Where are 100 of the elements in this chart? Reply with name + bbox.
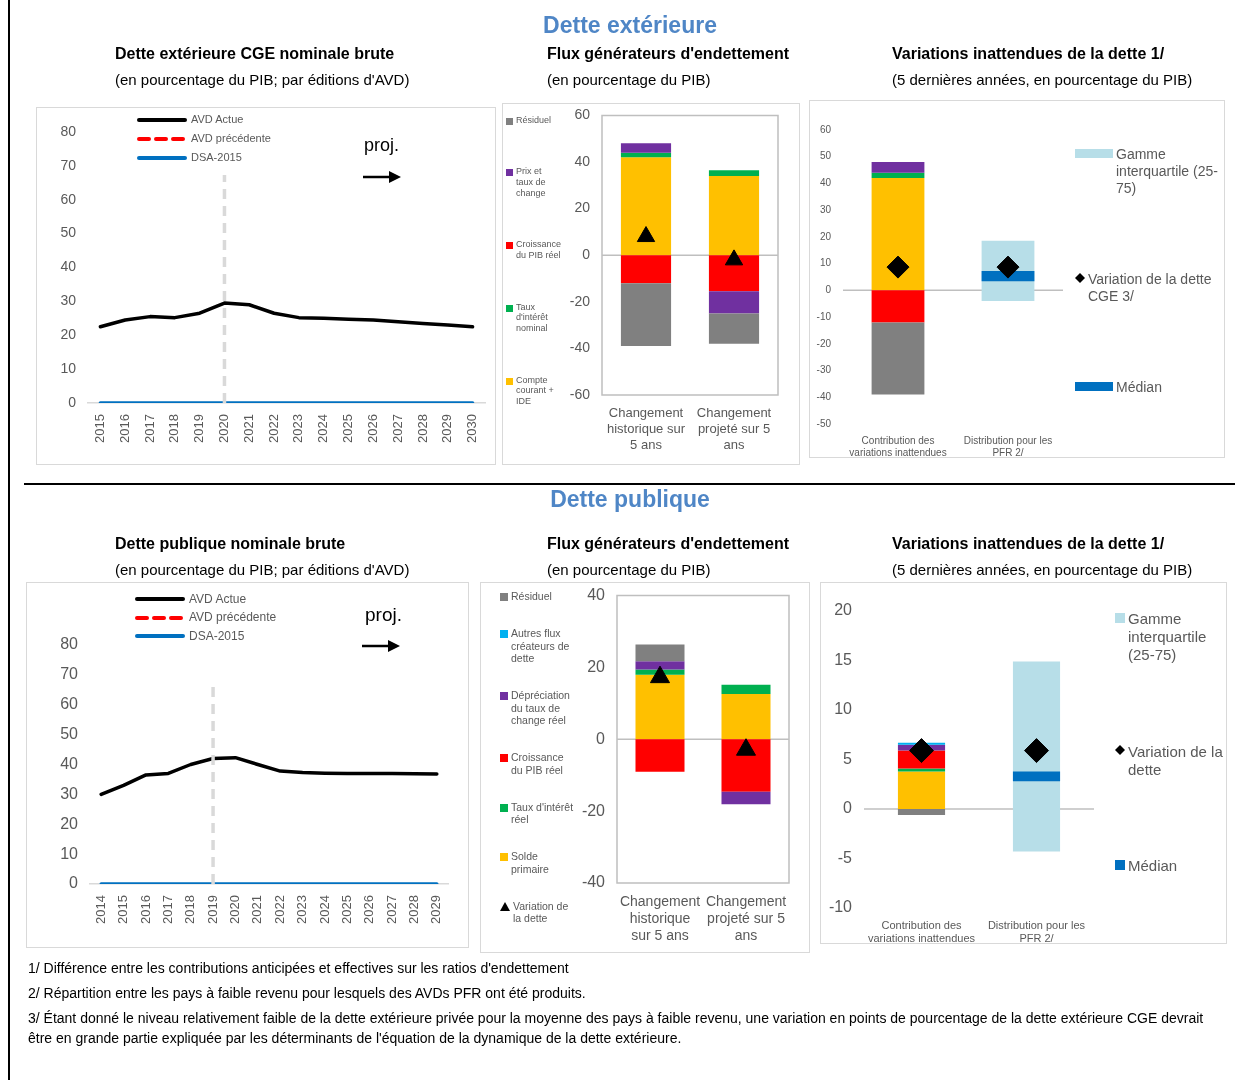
y-tick-label: 0	[69, 874, 79, 892]
bar	[708, 175, 760, 256]
legend-label: Médian	[1128, 857, 1178, 875]
x-tick-label: 2027	[383, 895, 399, 924]
chart-subtitle: (en pourcentage du PIB; par éditions d'AVD)	[115, 71, 410, 88]
x-tick-label: 2025	[338, 895, 354, 924]
y-tick-label: 40	[587, 586, 606, 604]
x-tick-label: Changement projeté sur 5 ans	[705, 893, 787, 943]
legend-label: Résiduel	[511, 590, 552, 603]
annotation: proj.	[364, 135, 400, 156]
y-tick-label: 60	[819, 123, 832, 135]
y-tick-label: 20	[834, 601, 853, 619]
y-tick-label: 50	[60, 224, 77, 241]
x-tick-label: 2017	[159, 895, 175, 924]
text: 1/ Différence entre les contributions anticipées et effectives sur les ratios d'endettement	[28, 959, 570, 978]
y-tick-label: -40	[581, 873, 606, 891]
x-tick-label: 2024	[315, 414, 331, 443]
y-tick-label: 20	[819, 230, 832, 242]
x-tick-label: Distribution pour les PFR 2/	[987, 918, 1086, 944]
y-tick-label: 60	[574, 106, 591, 123]
legend-label: AVD Actue	[189, 592, 247, 607]
y-tick-label: 10	[60, 844, 79, 862]
y-tick-label: 10	[819, 257, 832, 269]
x-tick-label: 2016	[137, 895, 153, 924]
y-tick-label: 20	[574, 199, 591, 216]
legend-label: Taux d'intérêt nominal	[516, 301, 549, 334]
y-tick-label: 60	[60, 695, 79, 713]
y-tick-label: 40	[60, 258, 77, 275]
legend-label: Variation de la dette	[513, 899, 570, 925]
x-tick-label: 2017	[141, 414, 157, 443]
legend-label: Compte courant + IDE	[516, 374, 555, 407]
chart-subtitle: (en pourcentage du PIB)	[547, 71, 711, 88]
chart-title: Dette extérieure CGE nominale brute	[115, 45, 395, 63]
x-tick-label: 2016	[116, 414, 132, 443]
x-tick-label: 2023	[294, 895, 310, 924]
x-tick-label: 2018	[182, 895, 198, 924]
x-tick-label: 2024	[316, 895, 332, 924]
y-tick-label: -60	[569, 385, 591, 402]
x-tick-label: 2021	[240, 414, 256, 443]
x-tick-label: 2029	[439, 414, 455, 443]
legend-label: Gamme interquartile (25-75)	[1116, 146, 1219, 197]
x-tick-label: Changement projeté sur 5 ans	[696, 405, 772, 452]
y-tick-label: 70	[60, 156, 77, 173]
y-tick-label: -50	[816, 417, 832, 429]
x-tick-label: 2015	[115, 895, 131, 924]
text: proj.	[365, 604, 402, 626]
text: Dette extérieure	[543, 12, 717, 39]
legend-label: Médian	[1116, 379, 1162, 396]
legend-label: Croissance du PIB réel	[511, 751, 565, 777]
y-tick-label: 70	[60, 665, 79, 683]
bar	[708, 291, 760, 314]
x-tick-label: Distribution pour les PFR 2/	[963, 434, 1053, 458]
y-tick-label: 80	[60, 122, 77, 139]
bar	[620, 255, 672, 284]
bar	[635, 644, 685, 662]
y-tick-label: -10	[816, 310, 832, 322]
y-tick-label: 30	[60, 292, 77, 309]
x-tick-label: 2026	[364, 414, 380, 443]
legend-label: DSA-2015	[189, 628, 245, 644]
y-tick-label: 0	[825, 284, 832, 296]
legend-label: DSA-2015	[191, 151, 242, 165]
x-tick-label: 2028	[414, 414, 430, 443]
x-tick-label: 2022	[271, 895, 287, 924]
x-tick-label: 2018	[166, 414, 182, 443]
text: Dette publique	[550, 486, 710, 513]
y-tick-label: 20	[587, 657, 606, 675]
x-tick-label: Contribution des variations inattendues	[849, 434, 947, 458]
x-tick-label: Changement historique sur 5 ans	[606, 405, 686, 452]
legend-label: AVD précédente	[191, 132, 271, 146]
y-tick-label: 40	[574, 152, 591, 169]
legend-label: Croissance du PIB réel	[516, 239, 562, 261]
x-tick-label: 2028	[406, 895, 422, 924]
bar	[721, 684, 771, 695]
chart-title: Flux générateurs d'endettement	[547, 535, 790, 553]
y-tick-label: -40	[569, 339, 591, 356]
chart-title: Flux générateurs d'endettement	[547, 45, 790, 63]
bar	[635, 739, 685, 772]
y-tick-label: 20	[60, 326, 77, 343]
y-tick-label: 50	[819, 150, 832, 162]
legend-label: Gamme interquartile (25-75)	[1128, 610, 1208, 664]
x-tick-label: 2020	[216, 414, 232, 443]
y-tick-label: 0	[582, 246, 591, 263]
x-tick-label: 2026	[361, 895, 377, 924]
bar	[620, 283, 672, 347]
y-tick-label: -20	[569, 292, 591, 309]
y-tick-label: 60	[60, 190, 77, 207]
legend-label: AVD Actue	[191, 113, 244, 127]
y-tick-label: 0	[843, 799, 853, 817]
y-tick-label: 10	[834, 700, 853, 718]
y-tick-label: -5	[837, 848, 853, 866]
x-tick-label: 2030	[464, 414, 480, 443]
x-tick-label: 2021	[249, 895, 265, 924]
y-tick-label: -20	[581, 801, 606, 819]
y-tick-label: 50	[60, 725, 79, 743]
legend-label: Solde primaire	[511, 850, 550, 876]
chart-subtitle: (5 dernières années, en pourcentage du PIB)	[892, 71, 1193, 88]
bar	[721, 791, 771, 805]
x-tick-label: 2020	[227, 895, 243, 924]
text: 3/ Étant donné le niveau relativement faible de la dette extérieure privée pour la moyenne des pays à faible revenu, une variation en points de pourcentage de la dette extérieure CGE devrait être en grande partie expliquée par les déterminants de l'équation de la dynamique de la dette extérieure.	[28, 1009, 1205, 1048]
x-tick-label: Changement historique sur 5 ans	[619, 893, 701, 943]
